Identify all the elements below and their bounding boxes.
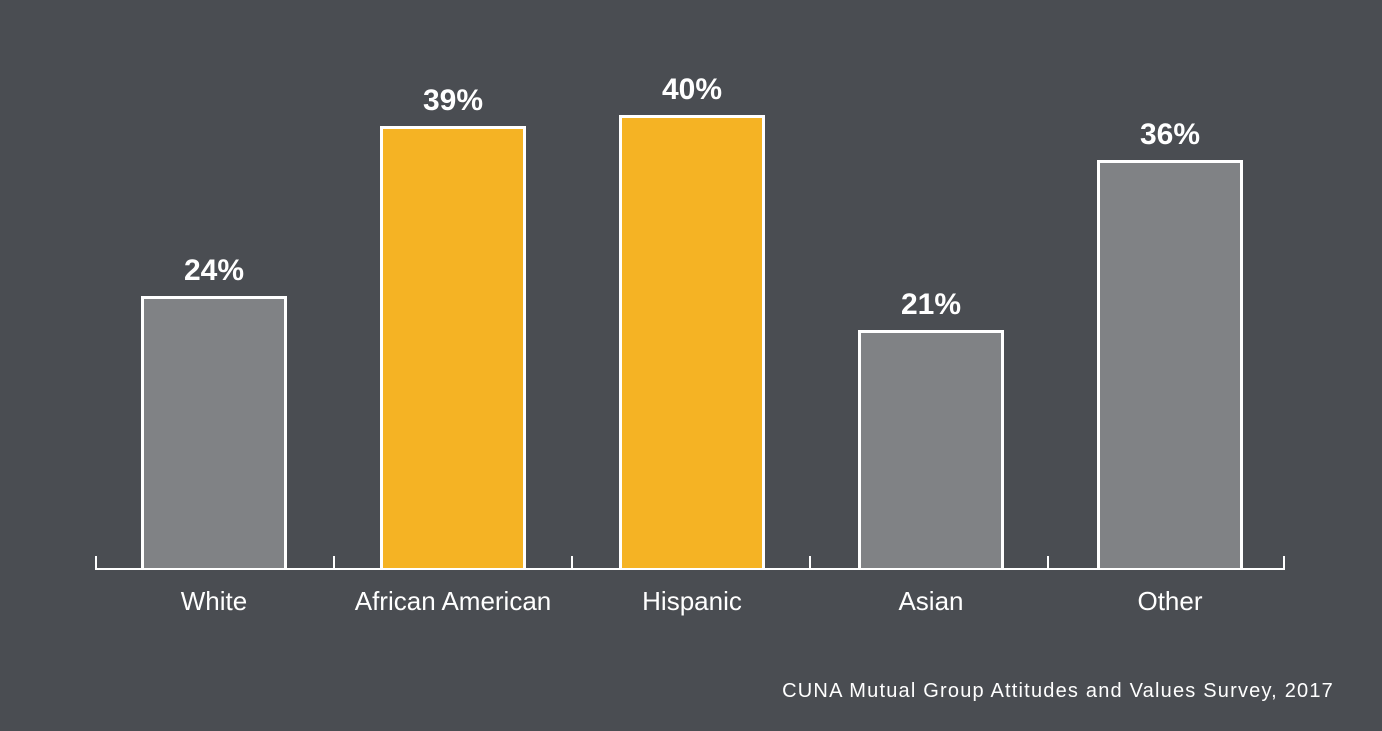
bar-african-american: 39% — [380, 126, 526, 568]
bar-value-label: 21% — [858, 288, 1004, 322]
bar-white: 24% — [141, 296, 287, 568]
category-label-asian: Asian — [858, 586, 1004, 617]
axis-tick — [1283, 556, 1285, 570]
bar-value-label: 39% — [380, 84, 526, 118]
category-label-white: White — [141, 586, 287, 617]
axis-tick — [571, 556, 573, 570]
bar-value-label: 36% — [1097, 118, 1243, 152]
category-label-other: Other — [1097, 586, 1243, 617]
bar-rect — [858, 330, 1004, 568]
bar-value-label: 24% — [141, 254, 287, 288]
bar-rect — [380, 126, 526, 568]
x-axis-baseline — [95, 568, 1285, 570]
axis-tick — [95, 556, 97, 570]
category-label-african-american: African American — [350, 586, 556, 617]
bar-value-label: 40% — [619, 73, 765, 107]
bar-asian: 21% — [858, 330, 1004, 568]
bar-hispanic: 40% — [619, 115, 765, 568]
bar-rect — [141, 296, 287, 568]
bar-rect — [619, 115, 765, 568]
axis-tick — [1047, 556, 1049, 570]
axis-tick — [809, 556, 811, 570]
axis-tick — [333, 556, 335, 570]
category-label-hispanic: Hispanic — [619, 586, 765, 617]
source-citation: CUNA Mutual Group Attitudes and Values S… — [782, 680, 1334, 703]
bar-other: 36% — [1097, 160, 1243, 568]
bar-chart: 24% White 39% African American 40% Hispa… — [95, 60, 1285, 570]
bar-rect — [1097, 160, 1243, 568]
